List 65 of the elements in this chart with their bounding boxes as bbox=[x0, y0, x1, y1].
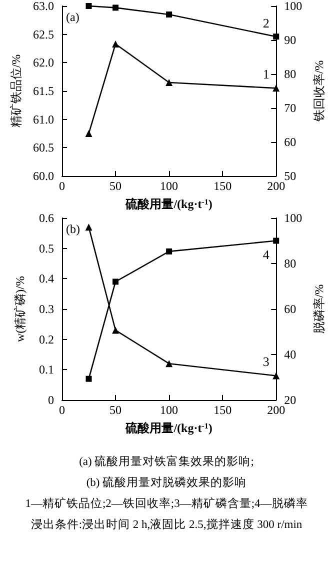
y-tick-label: 61.0 bbox=[33, 112, 54, 126]
point bbox=[112, 278, 119, 285]
y2-tick-label: 50 bbox=[284, 169, 296, 183]
y-tick-label: 62.5 bbox=[33, 27, 54, 42]
y2-axis-title: 铁回收率/% bbox=[312, 60, 326, 123]
point bbox=[273, 34, 280, 40]
point bbox=[166, 360, 173, 368]
point bbox=[86, 376, 92, 382]
series-label: 3 bbox=[262, 354, 270, 370]
y2-tick-label: 70 bbox=[284, 101, 296, 115]
y-tick-label: 0.3 bbox=[39, 302, 54, 316]
text: (b) 硫酸用量对脱磷效果的影响 bbox=[86, 475, 247, 489]
y-tick-label: 0.6 bbox=[39, 211, 54, 225]
series-label: 2 bbox=[262, 16, 270, 31]
y2-tick-label: 90 bbox=[284, 33, 296, 47]
point bbox=[112, 326, 120, 334]
series-label: 4 bbox=[262, 246, 270, 262]
point bbox=[85, 224, 92, 231]
point bbox=[86, 3, 92, 9]
point bbox=[112, 4, 119, 11]
y-tick-label: 62.0 bbox=[33, 56, 54, 70]
y-tick-label: 63.0 bbox=[33, 0, 54, 13]
y-tick-label: 0.1 bbox=[39, 362, 54, 377]
y2-tick-label: 20 bbox=[284, 393, 296, 407]
annotation: (b) bbox=[66, 222, 80, 236]
point bbox=[166, 248, 172, 254]
text: 1—精矿铁品位;2—铁回收率;3—精矿磷含量;4—脱磷率 bbox=[25, 496, 308, 510]
y-tick-label: 0.2 bbox=[39, 332, 54, 346]
y-tick-label: 0.5 bbox=[39, 241, 54, 256]
y2-tick-label: 100 bbox=[284, 211, 302, 225]
y2-tick-label: 80 bbox=[284, 256, 296, 270]
x-tick-label: 0 bbox=[59, 403, 65, 417]
x-tick-label: 50 bbox=[110, 403, 122, 417]
y2-axis-title: 脱磷率/% bbox=[312, 284, 326, 334]
y2-tick-label: 60 bbox=[284, 135, 296, 149]
y2-tick-label: 80 bbox=[284, 67, 296, 81]
x-tick-label: 150 bbox=[214, 403, 232, 417]
y-tick-label: 61.5 bbox=[33, 84, 54, 98]
y-tick-label: 60.0 bbox=[33, 169, 54, 183]
x-tick-label: 200 bbox=[267, 403, 286, 417]
series-label: 1 bbox=[262, 66, 270, 82]
point bbox=[166, 12, 172, 18]
text: (a) 硫酸用量对铁富集效果的影响; bbox=[79, 454, 254, 468]
y-tick-label: 0.4 bbox=[39, 272, 54, 286]
y-axis-title: w(精矿磷)/% bbox=[13, 276, 27, 342]
y-tick-label: 60.5 bbox=[33, 140, 54, 155]
point bbox=[112, 40, 120, 48]
x-tick-label: 0 bbox=[59, 179, 65, 193]
y2-tick-label: 40 bbox=[284, 348, 296, 362]
text: 浸出条件:浸出时间 2 h,液固比 2.5,搅拌速度 300 r/min bbox=[30, 517, 302, 531]
annotation: (a) bbox=[66, 10, 80, 24]
point bbox=[273, 238, 280, 244]
x-tick-label: 200 bbox=[267, 179, 286, 193]
point bbox=[272, 372, 280, 380]
y2-tick-label: 100 bbox=[284, 0, 302, 13]
x-tick-label: 50 bbox=[110, 179, 122, 193]
x-tick-label: 100 bbox=[160, 403, 178, 417]
point bbox=[166, 79, 173, 86]
point bbox=[85, 130, 92, 137]
y-tick-label: 0 bbox=[48, 393, 54, 407]
x-tick-label: 100 bbox=[160, 179, 178, 193]
y-axis-title: 精矿铁品位/% bbox=[9, 54, 24, 128]
y2-tick-label: 60 bbox=[284, 302, 296, 316]
point bbox=[272, 84, 280, 92]
x-tick-label: 150 bbox=[214, 179, 232, 193]
